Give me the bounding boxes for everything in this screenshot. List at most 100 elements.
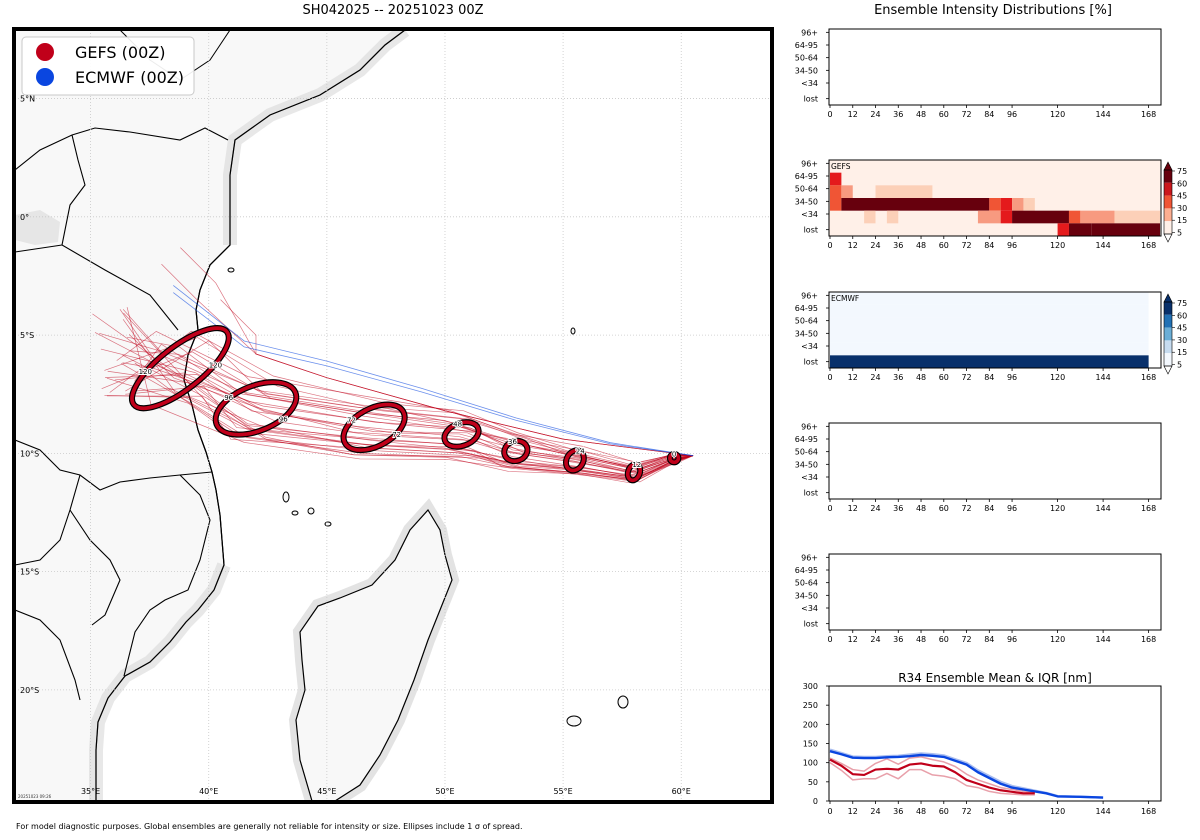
x-tick-label: 12 (848, 241, 858, 250)
x-tick-label: 96 (1007, 373, 1017, 382)
panel-frame (828, 553, 1162, 631)
colorbar-top-arrow (1163, 161, 1173, 171)
heatmap-cell (1080, 210, 1115, 224)
gefs-member-track (106, 377, 694, 480)
colorbar-label: 45 (1177, 192, 1187, 201)
lon-label: 55°E (553, 787, 572, 796)
footnote: For model diagnostic purposes. Global en… (16, 822, 523, 831)
x-tick-label: 36 (893, 373, 903, 382)
heatmap-cell (1091, 223, 1160, 236)
lake-victoria (15, 210, 60, 245)
ellipse-label: 120 (139, 368, 152, 376)
gefs-member-track (99, 332, 694, 469)
r34-series-ecmwf-mean (829, 750, 1104, 799)
row-label: 64-95 (795, 304, 818, 313)
x-tick-label: 144 (1095, 373, 1110, 382)
row-label: 34-50 (795, 329, 818, 338)
row-label: lost (804, 489, 818, 498)
x-tick-label: 96 (1007, 110, 1017, 119)
x-tick-label: 96 (1007, 241, 1017, 250)
x-tick-label: 120 (1050, 504, 1065, 513)
row-label: 64-95 (795, 41, 818, 50)
r34-y-label: 100 (803, 759, 818, 768)
r34-x-label: 0 (827, 807, 832, 816)
colorbar-label: 30 (1177, 204, 1187, 213)
x-tick-label: 96 (1007, 504, 1017, 513)
heatmap-cell (1068, 223, 1092, 236)
lon-label: 60°E (672, 787, 691, 796)
colorbar-top-arrow (1163, 293, 1173, 303)
r34-series-gefs-iqr-high (829, 756, 1035, 794)
row-label: <34 (801, 79, 818, 88)
x-tick-label: 168 (1141, 635, 1156, 644)
x-tick-label: 168 (1141, 373, 1156, 382)
colorbar-label: 5 (1177, 361, 1182, 370)
colorbar-bottom-arrow (1163, 365, 1173, 375)
r34-x-label: 84 (984, 807, 994, 816)
r34-x-label: 168 (1141, 807, 1156, 816)
ellipse-label: 120 (209, 362, 222, 370)
gefs-member-track (101, 351, 694, 469)
row-label: 50-64 (795, 317, 818, 326)
panel-label: GEFS (831, 162, 851, 171)
colorbar-label: 75 (1177, 167, 1187, 176)
heatmap-cell (830, 330, 1149, 343)
x-tick-label: 36 (893, 241, 903, 250)
x-tick-label: 36 (893, 110, 903, 119)
map-frame (12, 27, 774, 804)
intensity-blank-1: 96+ 64-95 50-64 34-50 <34 lost 0 12 24 36 48 60 72 84… (795, 28, 1162, 119)
x-tick-label: 0 (827, 373, 832, 382)
lat-label: 15°S (20, 568, 39, 577)
ellipse-label: 0 (672, 450, 676, 458)
intensity-blank-4: 96+ 64-95 50-64 34-50 <34 lost 0 12 24 36 48 60 72 84… (795, 422, 1162, 513)
x-tick-label: 24 (870, 635, 880, 644)
colorbar-label: 60 (1177, 311, 1187, 320)
legend-gefs-label: GEFS (00Z) (75, 43, 165, 62)
track-map: 0 12 24 36 48 72 72 96 96 120 120 35°E 40°E 45°E 50°E… (12, 27, 774, 804)
gefs-member-track (123, 312, 694, 484)
r34-y-label: 300 (803, 682, 818, 691)
row-label: lost (804, 95, 818, 104)
intensity-ecmwf: 96+ 64-95 50-64 34-50 <34 lost 0 12 24 36 48 60 72 84… (795, 291, 1187, 382)
africa-coastline (95, 30, 406, 801)
r34-series-ecmwf-iqr (829, 748, 1104, 799)
x-tick-label: 48 (916, 241, 926, 250)
row-label: 96+ (801, 422, 818, 431)
lon-label: 35°E (81, 787, 100, 796)
colorbar-label: 30 (1177, 336, 1187, 345)
colorbar-label: 75 (1177, 299, 1187, 308)
heatmap-cell (841, 185, 853, 198)
row-label: 50-64 (795, 448, 818, 457)
row-label: <34 (801, 342, 818, 351)
x-tick-label: 36 (893, 504, 903, 513)
row-label: lost (804, 358, 818, 367)
timestamp: 20251023 09:26 (18, 794, 52, 799)
row-label: lost (804, 226, 818, 235)
small-islands (227, 267, 629, 727)
ellipse-label: 96 (224, 394, 233, 402)
gefs-member-track (220, 299, 694, 457)
ecmwf-track (173, 292, 694, 457)
ellipse-label: 96 (279, 416, 288, 424)
panel-title: Ensemble Intensity Distributions [%] (874, 3, 1112, 18)
x-tick-label: 24 (870, 373, 880, 382)
x-tick-label: 24 (870, 110, 880, 119)
legend-gefs-marker (36, 43, 54, 61)
x-tick-label: 48 (916, 110, 926, 119)
intensity-gefs: 96+ 64-95 50-64 34-50 <34 lost 0 12 24 36 48 60 72 84… (795, 159, 1187, 250)
heatmap-cell (1012, 210, 1069, 224)
gefs-member-track (116, 330, 694, 465)
colorbar-segment (1164, 221, 1172, 234)
x-tick-label: 144 (1095, 504, 1110, 513)
gefs-member-track (122, 319, 694, 478)
row-label: 96+ (801, 28, 818, 37)
x-tick-label: 0 (827, 635, 832, 644)
row-label: 34-50 (795, 460, 818, 469)
heatmap-cell (830, 317, 1149, 330)
row-label: 64-95 (795, 172, 818, 181)
colorbar-frame (1163, 169, 1173, 235)
ellipse-label: 12 (632, 461, 641, 469)
x-tick-label: 84 (984, 110, 994, 119)
row-label: 34-50 (795, 197, 818, 206)
heatmap-cell (1000, 198, 1013, 211)
